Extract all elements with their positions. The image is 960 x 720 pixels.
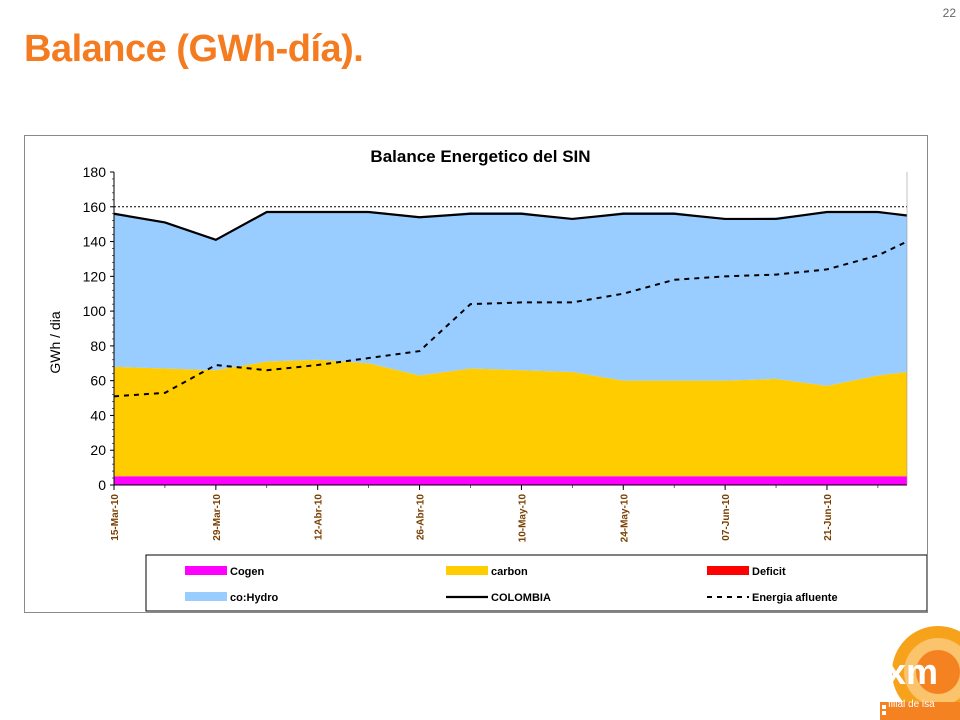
legend-swatch-cogen — [185, 566, 227, 575]
legend-swatch-carbon — [446, 566, 488, 575]
logo-caption: filial de isa — [888, 699, 935, 710]
x-tick-label: 10-May-10 — [517, 494, 528, 543]
y-tick-label: 40 — [90, 407, 106, 423]
chart-title: Balance Energetico del SIN — [370, 147, 590, 166]
area-cogen — [114, 476, 907, 485]
area-co-hydro — [114, 211, 907, 386]
area-carbon — [114, 359, 907, 477]
line-colombia — [113, 210, 908, 242]
slide-number: 22 — [942, 6, 956, 20]
legend-label-energia-afluente: Energia afluente — [752, 592, 838, 604]
legend-label-cogen: Cogen — [230, 566, 265, 578]
y-tick-label: 20 — [90, 442, 106, 458]
x-tick-label: 21-Jun-10 — [823, 494, 834, 541]
xm-logo: xm — [880, 626, 960, 720]
legend-swatch-co-hydro — [185, 592, 227, 601]
page-title: Balance (GWh-día). — [24, 28, 364, 70]
x-tick-label: 07-Jun-10 — [721, 494, 732, 541]
x-tick-label: 15-Mar-10 — [110, 494, 121, 541]
chart-frame: Balance Energetico del SIN 0 20 40 60 80 100 12… — [24, 135, 928, 613]
y-tick-label: 0 — [98, 477, 106, 493]
y-tick-label: 60 — [90, 373, 106, 389]
x-tick-label: 29-Mar-10 — [212, 494, 223, 541]
legend-label-carbon: carbon — [491, 566, 528, 578]
legend-swatch-deficit — [707, 566, 749, 575]
svg-text:xm: xm — [886, 651, 938, 692]
legend-label-colombia: COLOMBIA — [491, 592, 551, 604]
y-tick-label: 180 — [83, 164, 107, 180]
legend-box — [145, 554, 927, 612]
legend-label-co-hydro: co:Hydro — [230, 592, 279, 604]
y-axis-label: GWh / dia — [47, 311, 63, 373]
y-tick-label: 80 — [90, 338, 106, 354]
legend-label-deficit: Deficit — [752, 566, 786, 578]
chart-svg: Balance Energetico del SIN 0 20 40 60 80 100 12… — [47, 147, 927, 612]
x-tick-label: 24-May-10 — [619, 494, 630, 543]
y-tick-label: 140 — [83, 234, 107, 250]
line-energia-afluente — [113, 240, 908, 398]
y-tick-label: 100 — [83, 303, 107, 319]
x-tick-label: 12-Abr-10 — [314, 494, 325, 541]
y-tick-label: 120 — [83, 268, 107, 284]
x-tick-label: 26-Abr-10 — [416, 494, 427, 541]
y-tick-label: 160 — [83, 199, 107, 215]
